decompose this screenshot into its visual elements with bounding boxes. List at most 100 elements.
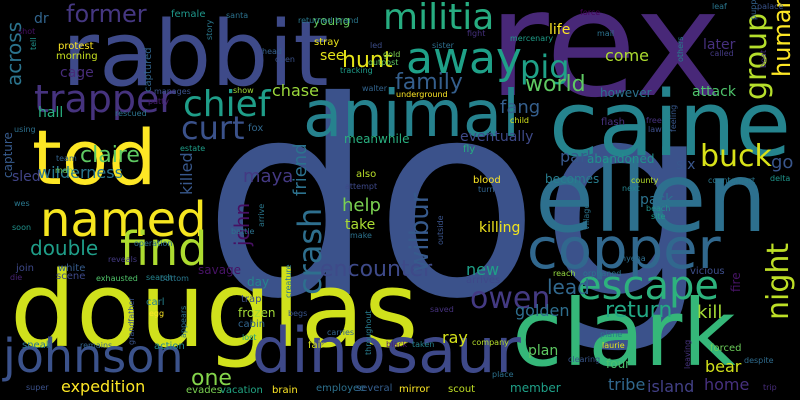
word-child: child [510,116,529,125]
word-man: man [55,166,73,175]
word-employee: employee [316,383,366,394]
word-reveals: reveals [108,255,137,264]
word-counterpart: counterpart [708,176,756,185]
word-buck: buck [700,139,772,174]
word-join: join [16,263,35,274]
word-mirror: mirror [399,384,430,395]
word-world: world [525,72,586,97]
word-plane: plane [600,330,623,339]
word-one: one [191,366,232,391]
word-young: young [313,14,351,28]
word-throughout: throughout [364,310,373,355]
word-palace: palace [757,2,784,11]
word-called: called [710,49,734,58]
word-eventually: eventually [460,129,534,145]
word-scene: scene [56,271,86,282]
word-attack: attack [692,84,736,100]
word-trapper: trapper [34,77,176,121]
word-lead: lead [547,275,590,299]
word-escape: escape [577,263,719,309]
word-open: open [275,55,295,64]
word-come: come [605,46,650,65]
word-kill: kill [697,302,723,323]
word-stray: stray [314,37,340,48]
word-shot: shot [18,27,36,36]
word-walter: walter [362,84,388,93]
word-tribe: tribe [608,375,646,394]
word-rex: rex [488,0,722,130]
word-later: later [703,37,736,53]
word-night: night [761,242,796,320]
word-however: however [600,86,652,100]
word-rabbit: rabbit [62,2,329,107]
word-human: human [768,0,796,77]
word-fire: fire [729,272,743,292]
word-maya: maya [243,166,294,187]
word-family: family [395,70,463,95]
word-egg: egg [149,309,165,318]
word-lost: lost [242,333,257,342]
word-super: super [26,383,49,392]
word-douglas: douglas [10,249,419,371]
word-life: life [549,22,571,38]
word-help: help [342,195,381,216]
word-show: show [233,86,254,95]
word-friend: friend [290,143,311,196]
word-cabin: cabin [238,319,266,330]
word-evades: evades [186,385,222,396]
word-reach: reach [553,269,576,278]
word-county: county [631,176,659,185]
word-trap: trap [241,294,262,305]
word-former: former [66,0,147,28]
word-tod: tod [32,113,157,202]
word-capture: capture [1,132,15,178]
word-frozen: frozen [238,306,276,320]
word-santa: santa [226,11,249,20]
word-four: four [606,357,631,371]
word-named: named [40,192,207,248]
word-mail: mail [597,29,615,38]
word-team: team [56,154,77,163]
word-killing: killing [479,220,521,236]
word-underground: underground [396,90,448,99]
word-place: place [492,370,514,379]
word-sister: sister [432,41,454,50]
word-go: go [771,152,794,173]
word-search: search [146,273,173,282]
word-see: see [320,48,345,64]
word-delta: delta [770,174,791,183]
word-dinosaur: dinosaur [252,314,521,387]
word-wilbur: wilbur [405,192,435,272]
word-estate: estate [180,144,206,153]
word-ellen: ellen [535,142,768,254]
word-sneak: sneak [22,340,52,351]
word-forced: forced [710,343,742,354]
word-expedition: expedition [61,377,146,396]
word-caine: caine [549,72,792,177]
word-cage: cage [60,65,94,81]
word-head: head [262,47,282,56]
word-wes: wes [14,199,30,208]
word-outpost: outpost [368,58,399,67]
word-saved: saved [430,305,454,314]
word-brand: brand [335,16,359,25]
word-next: next [622,184,640,193]
word-rescued: rescued [115,109,147,118]
word-hyena: hyena [621,254,646,263]
word-park: park [560,147,596,166]
word-beach: beach [646,204,671,213]
word-scout: scout [448,384,476,395]
word-laurie: laurie [602,341,625,350]
word-orphaned: orphaned [583,269,622,278]
word-captured: captured [143,47,154,92]
word-away: away [406,33,522,84]
word-also: also [356,169,377,180]
word-tell: tell [29,37,38,50]
word-mercenary: mercenary [510,34,554,43]
word-vacation: vacation [220,385,263,396]
word-using: using [14,125,36,134]
word-gold: gold [383,50,401,59]
word-clearing: clearing [568,355,601,364]
word-vicious: vicious [690,266,725,277]
